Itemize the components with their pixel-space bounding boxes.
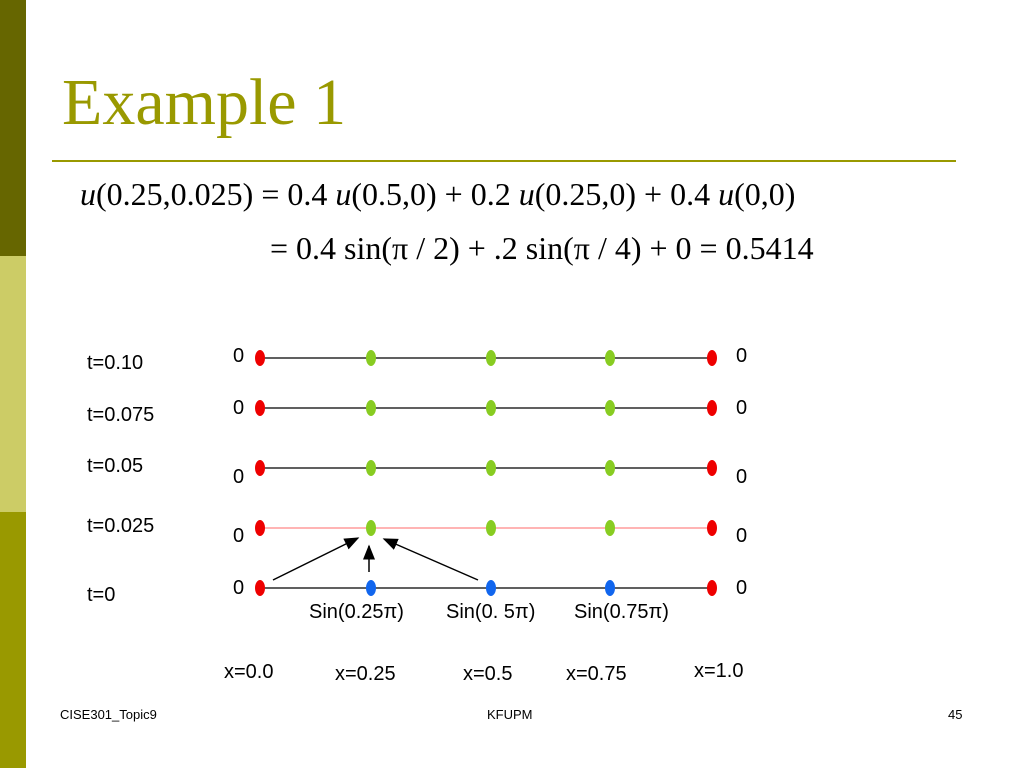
grid-node-green [486,400,496,416]
initial-value-label: Sin(0.75π) [574,601,669,623]
grid-node-green [605,520,615,536]
x-position-label: x=0.25 [335,663,396,685]
boundary-value-right: 0 [736,466,748,488]
title-underline [52,160,956,162]
x-position-label: x=0.0 [224,661,274,683]
x-position-label: x=1.0 [694,660,744,682]
eq-t2-u: u [518,176,535,212]
side-bar-top [0,0,26,256]
boundary-value-right: 0 [736,397,748,419]
time-label: t=0.025 [87,515,155,537]
grid-node-red [255,460,265,476]
boundary-value-left: 0 [233,345,245,367]
grid-node-green [486,520,496,536]
grid-node-green [366,350,376,366]
side-bar-middle [0,256,26,512]
footer-course: CISE301_Topic9 [60,707,157,722]
eq-t2-args: (0.25,0) + 0.4 [534,176,719,212]
time-label: t=0.075 [87,404,155,426]
boundary-value-right: 0 [736,525,748,547]
time-label: t=0.10 [87,352,144,374]
boundary-value-right: 0 [736,345,748,367]
grid-node-green [605,350,615,366]
eq-lhs-u: u [80,176,96,212]
grid-node-blue [486,580,496,596]
grid-node-green [366,460,376,476]
initial-value-label: Sin(0.25π) [309,601,404,623]
footer-institution: KFUPM [487,707,533,722]
grid-node-red [255,520,265,536]
slide-title: Example 1 [62,66,347,139]
eq-t1-u: u [335,176,352,212]
grid-node-green [366,520,376,536]
grid-node-red [707,460,717,476]
grid-node-red [255,580,265,596]
x-position-label: x=0.5 [463,663,513,685]
arrow-from-left [272,537,360,581]
equation-line-1: u(0.25,0.025) = 0.4 u(0.5,0) + 0.2 u(0.2… [80,178,795,210]
grid-node-red [707,580,717,596]
grid-node-red [255,400,265,416]
initial-value-label: Sin(0. 5π) [446,601,536,623]
grid-node-blue [366,580,376,596]
eq-lhs-args: (0.25,0.025) = 0.4 [96,176,336,212]
x-position-label: x=0.75 [566,663,627,685]
time-label: t=0.05 [87,455,144,477]
grid-node-green [366,400,376,416]
side-bar-bottom [0,512,26,768]
eq-t3-u: u [718,176,735,212]
grid-node-red [707,520,717,536]
time-label: t=0 [87,584,116,606]
eq-t3-args: (0,0) [734,176,796,212]
boundary-value-left: 0 [233,397,245,419]
grid-node-blue [605,580,615,596]
grid-node-green [486,460,496,476]
footer-page-number: 45 [948,707,963,722]
grid-node-green [605,460,615,476]
boundary-value-left: 0 [233,577,245,599]
boundary-value-left: 0 [233,466,245,488]
arrow-from-right [382,538,479,581]
grid-node-red [707,350,717,366]
grid-node-red [707,400,717,416]
equation-line-2: = 0.4 sin(π / 2) + .2 sin(π / 4) + 0 = 0… [270,230,814,266]
boundary-value-right: 0 [736,577,748,599]
boundary-value-left: 0 [233,525,245,547]
grid-node-green [605,400,615,416]
eq-t1-args: (0.5,0) + 0.2 [351,176,519,212]
grid-node-green [486,350,496,366]
grid-node-red [255,350,265,366]
